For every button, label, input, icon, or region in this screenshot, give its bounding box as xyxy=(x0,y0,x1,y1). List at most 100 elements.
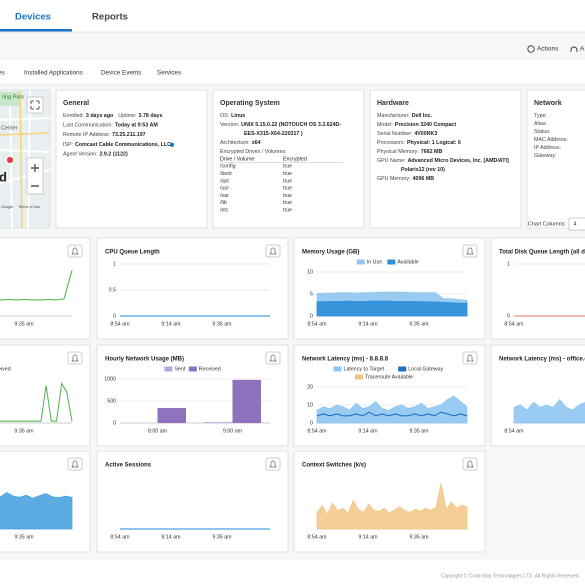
alert-button[interactable] xyxy=(462,351,478,365)
info-label: Agent Version: xyxy=(63,152,97,158)
y-tick-label: 0 xyxy=(310,313,313,319)
info-value: Precision 3240 Compact xyxy=(395,122,456,128)
table-cell: true xyxy=(283,208,292,214)
x-tick-label: 8:54 am xyxy=(504,428,524,434)
table-header: Drive / Volume xyxy=(220,156,254,162)
map-card: ring Park Center d Google Terms of Use xyxy=(0,89,51,229)
map-road xyxy=(0,89,51,229)
table-cell: true xyxy=(283,171,292,177)
header-action[interactable]: A xyxy=(580,46,585,53)
chart-card-bg xyxy=(96,450,289,553)
fullscreen-icon xyxy=(30,100,40,110)
bell-icon xyxy=(269,247,277,255)
info-label: Physical Memory: xyxy=(377,149,419,155)
info-card xyxy=(369,89,522,229)
alert-button[interactable] xyxy=(265,244,281,258)
info-row: Manufacturer: Dell Inc. xyxy=(377,113,433,119)
map-label: d xyxy=(0,169,7,184)
x-tick-label: 9:35 am xyxy=(212,321,232,327)
sub-tab[interactable]: ses xyxy=(0,70,5,77)
table-cell: true xyxy=(283,193,292,199)
bar xyxy=(232,379,261,423)
chart-columns-select[interactable] xyxy=(568,217,585,231)
alert-button[interactable] xyxy=(462,244,478,258)
bell-icon xyxy=(71,354,79,362)
info-value: Advanced Micro Devices, Inc. [AMD/ATI] xyxy=(408,158,509,164)
sub-tab[interactable]: Services xyxy=(157,70,181,77)
info-label: IP Address: xyxy=(534,145,561,151)
info-value: 2.9.2 (1122) xyxy=(99,152,128,158)
actions-icon xyxy=(527,45,535,53)
legend-label: Received xyxy=(199,366,221,372)
chart-title: Total Disk Queue Length (all disk xyxy=(499,250,585,256)
bell-icon xyxy=(269,354,277,362)
info-label: Model: xyxy=(377,122,393,128)
zoom-control[interactable] xyxy=(26,157,44,195)
table-cell: true xyxy=(283,178,292,184)
alert-button[interactable] xyxy=(265,351,281,365)
info-row: Alias: xyxy=(534,121,547,127)
legend-label: Available xyxy=(397,259,418,265)
chart-card: Context Switches (k/s) 8:54 am 9:14 am 9:35… xyxy=(293,450,486,553)
bell-icon xyxy=(466,354,474,362)
legend-swatch xyxy=(387,259,396,265)
chart-card: Network Latency (ms) - office.co 8:54 am xyxy=(490,344,585,447)
top-bar xyxy=(0,0,585,32)
info-value: 3.78 days xyxy=(139,113,163,119)
table-cell: true xyxy=(283,200,292,206)
chart-card: Total Disk Queue Length (all disk 0 1 8:54 … xyxy=(490,237,585,340)
x-tick-label: 9:14 am xyxy=(358,534,378,540)
zoom-icons xyxy=(31,164,39,187)
info-row: Type: xyxy=(534,113,547,119)
info-row: Version: UNIX 5.15.0.22 (NOTOUCH OS 3.3.6… xyxy=(220,122,341,128)
info-value: 7662 MB xyxy=(421,149,443,155)
chart-card-bg xyxy=(293,450,486,553)
card-title: Operating System xyxy=(220,100,280,107)
card-title: Network xyxy=(534,100,562,107)
nav-tab[interactable]: Reports xyxy=(92,12,128,23)
sub-tab[interactable]: Device Events xyxy=(101,70,141,77)
alert-button[interactable] xyxy=(462,457,478,471)
alert-button[interactable] xyxy=(265,457,281,471)
info-row: MAC Address: xyxy=(534,137,568,143)
header-action[interactable]: Actions xyxy=(537,46,559,53)
x-tick-label: 9:14 am xyxy=(358,428,378,434)
info-value: 4V00RK3 xyxy=(414,131,437,137)
table-cell: /etc xyxy=(220,208,229,214)
alert-button[interactable] xyxy=(67,457,83,471)
subtab-bar xyxy=(0,60,585,85)
alert-button[interactable] xyxy=(67,244,83,258)
x-tick-label: 9:14 am xyxy=(161,321,181,327)
legend-swatch xyxy=(164,366,173,372)
x-tick-label: 9:14 am xyxy=(358,321,378,327)
line xyxy=(316,411,468,417)
x-tick-label: 9:00 am xyxy=(223,428,243,434)
chart-card: 9:35 am xyxy=(0,450,91,553)
y-tick-label: 500 xyxy=(107,398,116,404)
info-label: Version: xyxy=(220,122,239,128)
chart-card: 9:35 am xyxy=(0,237,91,340)
fullscreen-button[interactable] xyxy=(26,96,44,114)
info-row: Status: xyxy=(534,129,551,135)
nav-tab[interactable]: Devices xyxy=(15,12,51,23)
info-row: Physical Memory: 7662 MB xyxy=(377,149,442,155)
active-tab-indicator xyxy=(0,29,72,32)
y-tick-label: 5 xyxy=(310,291,313,297)
x-tick-label: 8:54 am xyxy=(504,321,524,327)
alert-button[interactable] xyxy=(67,351,83,365)
legend-label: Sent xyxy=(174,366,185,372)
info-value: EES-X315-X64-220317 ) xyxy=(244,131,303,137)
info-row: EES-X315-X64-220317 ) xyxy=(244,131,303,137)
bar xyxy=(157,408,186,423)
info-value: Today at 9:53 AM xyxy=(115,123,159,129)
chart-card: Active Sessions 8:54 am 9:14 am 9:35 am xyxy=(96,450,289,553)
support-icon xyxy=(570,46,578,52)
chart-card: Hourly Network Usage (MB) Sent Received 0 50… xyxy=(96,344,289,447)
info-label: Processors: xyxy=(377,140,405,146)
info-label: Status: xyxy=(534,129,551,135)
sub-tab[interactable]: Installed Applications xyxy=(24,70,83,77)
chart-columns-label: Chart Columns: xyxy=(528,221,567,227)
legend-label: Latency to Target xyxy=(344,366,385,372)
